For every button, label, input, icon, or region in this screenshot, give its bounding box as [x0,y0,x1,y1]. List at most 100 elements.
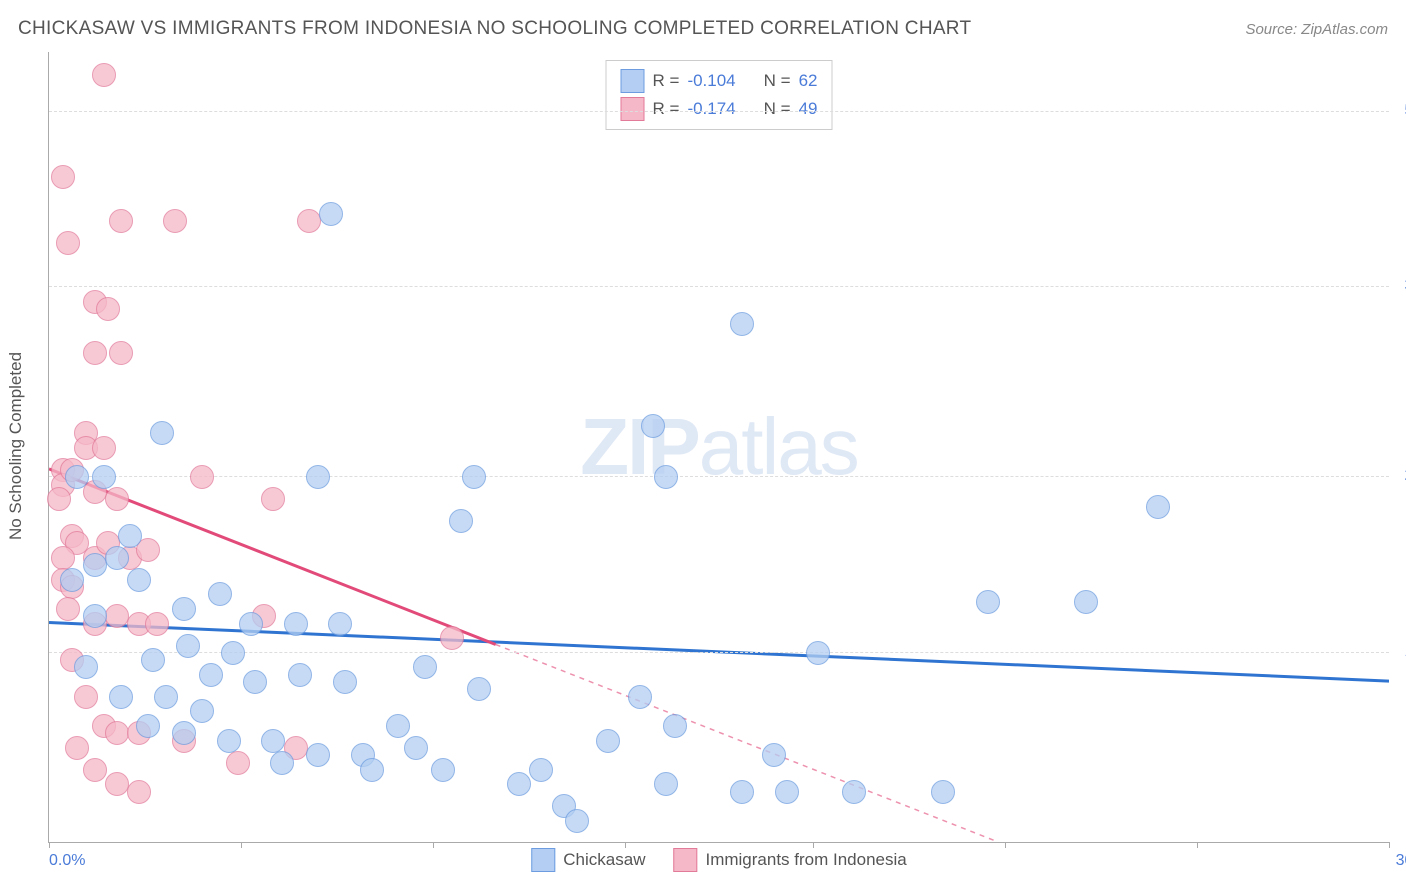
data-point-a [150,421,174,445]
data-point-a [109,685,133,709]
data-point-b [47,487,71,511]
data-point-b [127,780,151,804]
x-tick [813,842,814,848]
data-point-b [92,436,116,460]
data-point-a [386,714,410,738]
n-label: N = [764,99,791,119]
data-point-a [217,729,241,753]
x-tick [1389,842,1390,848]
data-point-a [1146,495,1170,519]
data-point-b [51,165,75,189]
data-point-a [239,612,263,636]
data-point-a [190,699,214,723]
data-point-a [775,780,799,804]
data-point-a [136,714,160,738]
data-point-a [404,736,428,760]
data-point-b [65,736,89,760]
r-value-a: -0.104 [687,71,735,91]
data-point-a [199,663,223,687]
x-max-label: 30.0% [1396,852,1406,870]
data-point-a [288,663,312,687]
data-point-a [328,612,352,636]
data-point-b [109,341,133,365]
data-point-a [92,465,116,489]
legend-item-indonesia: Immigrants from Indonesia [673,848,906,872]
legend-stats: R = -0.104 N = 62 R = -0.174 N = 49 [606,60,833,130]
data-point-b [105,487,129,511]
n-label: N = [764,71,791,91]
data-point-a [976,590,1000,614]
data-point-a [172,597,196,621]
data-point-b [92,63,116,87]
r-label: R = [653,99,680,119]
data-point-a [931,780,955,804]
data-point-a [730,780,754,804]
data-point-a [762,743,786,767]
data-point-a [60,568,84,592]
data-point-a [154,685,178,709]
data-point-b [56,597,80,621]
data-point-b [83,758,107,782]
data-point-a [529,758,553,782]
data-point-a [208,582,232,606]
data-point-a [431,758,455,782]
data-point-a [449,509,473,533]
data-point-b [105,604,129,628]
data-point-a [641,414,665,438]
legend-stats-row-a: R = -0.104 N = 62 [621,67,818,95]
data-point-a [261,729,285,753]
data-point-a [319,202,343,226]
data-point-b [226,751,250,775]
legend-series: Chickasaw Immigrants from Indonesia [531,848,906,872]
data-point-a [663,714,687,738]
swatch-chickasaw [531,848,555,872]
data-point-a [654,772,678,796]
data-point-b [83,341,107,365]
grid-line [49,286,1389,287]
data-point-b [96,297,120,321]
x-tick [1005,842,1006,848]
data-point-a [83,553,107,577]
chart-title: CHICKASAW VS IMMIGRANTS FROM INDONESIA N… [18,18,971,40]
watermark-light: atlas [699,402,858,491]
n-value-b: 49 [799,99,818,119]
data-point-b [56,231,80,255]
data-point-a [118,524,142,548]
r-label: R = [653,71,680,91]
x-tick [241,842,242,848]
swatch-indonesia [621,97,645,121]
data-point-a [628,685,652,709]
data-point-a [83,604,107,628]
series-name-b: Immigrants from Indonesia [705,850,906,870]
data-point-a [306,465,330,489]
watermark-bold: ZIP [580,402,698,491]
series-name-a: Chickasaw [563,850,645,870]
data-point-a [65,465,89,489]
data-point-b [109,209,133,233]
data-point-b [163,209,187,233]
data-point-b [440,626,464,650]
data-point-a [306,743,330,767]
swatch-indonesia [673,848,697,872]
data-point-a [284,612,308,636]
data-point-a [141,648,165,672]
source-label: Source: ZipAtlas.com [1245,21,1388,38]
legend-item-chickasaw: Chickasaw [531,848,645,872]
grid-line [49,111,1389,112]
data-point-a [1074,590,1098,614]
data-point-a [333,670,357,694]
data-point-b [261,487,285,511]
n-value-a: 62 [799,71,818,91]
grid-line [49,476,1389,477]
data-point-a [413,655,437,679]
data-point-a [127,568,151,592]
data-point-b [145,612,169,636]
x-min-label: 0.0% [49,852,85,870]
data-point-a [596,729,620,753]
data-point-a [221,641,245,665]
data-point-a [842,780,866,804]
data-point-a [507,772,531,796]
x-tick [1197,842,1198,848]
plot-area: ZIPatlas R = -0.104 N = 62 R = -0.174 N … [48,52,1389,843]
data-point-b [105,772,129,796]
